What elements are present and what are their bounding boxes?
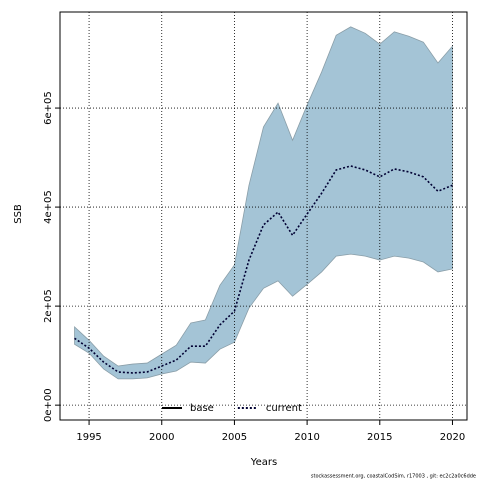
x-tick-label: 2005 xyxy=(222,432,247,443)
confidence-band xyxy=(74,26,453,380)
y-tick-label: 0e+00 xyxy=(43,388,54,422)
legend-label: base xyxy=(190,403,214,414)
x-tick-label: 1995 xyxy=(76,432,101,443)
y-tick-label: 4e+05 xyxy=(43,190,54,224)
x-tick-label: 2020 xyxy=(440,432,465,443)
x-tick-label: 2000 xyxy=(149,432,174,443)
plot-frame xyxy=(59,11,468,421)
y-axis-label: SSB xyxy=(13,204,24,224)
legend-label: current xyxy=(266,403,302,414)
x-tick-label: 2015 xyxy=(367,432,392,443)
x-tick-label: 2010 xyxy=(294,432,319,443)
footer: stockassessment.org, coastalCodSim, r170… xyxy=(311,474,476,480)
y-tick-label: 6e+05 xyxy=(43,91,54,125)
y-tick-label: 2e+05 xyxy=(43,289,54,323)
x-axis-label: Years xyxy=(250,457,277,468)
